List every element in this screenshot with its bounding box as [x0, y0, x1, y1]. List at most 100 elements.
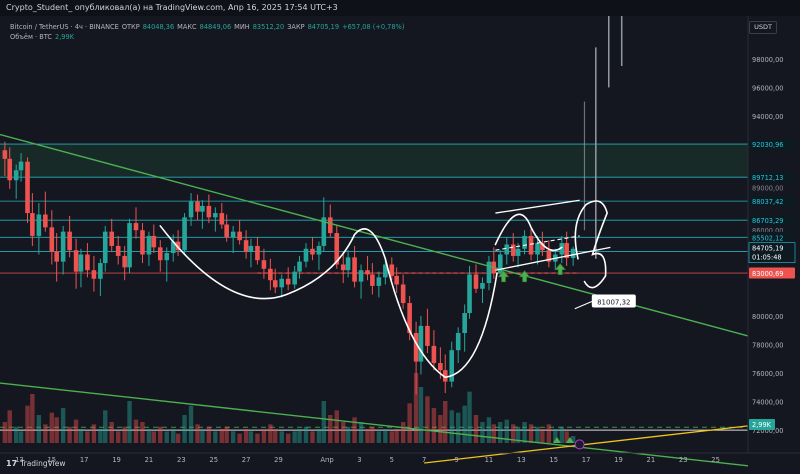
ohlc-line: Bitcoin / TetherUS · 4ч · BINANCE ОТКР 84… — [10, 22, 404, 32]
volume-bar — [255, 433, 260, 443]
candle-body — [272, 280, 278, 288]
volume-bar — [158, 426, 163, 443]
volume-bar — [316, 429, 322, 443]
projection-drawing — [574, 200, 608, 289]
candle-body — [200, 205, 205, 212]
time-tick-label: 5 — [390, 456, 394, 464]
candle-body — [400, 284, 406, 304]
candle-body — [43, 214, 48, 228]
volume-bar — [546, 424, 552, 443]
volume-bar — [559, 426, 565, 443]
volume-bar — [60, 408, 66, 443]
volume-bar — [540, 429, 545, 443]
price-tick-label: 80000,00 — [752, 313, 783, 321]
volume-bar — [54, 417, 59, 443]
candle-body — [370, 274, 375, 286]
lightning-icon — [574, 439, 585, 450]
price-chart[interactable]: 81007,32 72000,00 74000,00 76000,00 78000,00… — [0, 16, 800, 474]
volume-badge: 2,99K — [752, 421, 772, 429]
volume-bar — [67, 426, 72, 443]
volume-line: Объём · BTC 2,99K — [10, 32, 404, 42]
volume-bar — [115, 431, 121, 443]
currency-button[interactable]: USDT — [749, 21, 777, 34]
volume-bar — [455, 412, 461, 443]
chart-area[interactable]: 81007,32 72000,00 74000,00 76000,00 78000,00… — [0, 16, 800, 474]
candle-body — [195, 201, 200, 212]
open-label: ОТКР — [121, 23, 140, 31]
volume-bar — [213, 431, 218, 443]
yellow-trendline — [424, 425, 749, 464]
volume-bar — [285, 433, 291, 443]
publish-header: Crypto_Student_ опубликовал(а) на Tradin… — [0, 0, 800, 16]
time-tick-label: Апр — [320, 456, 333, 464]
publish-line: Crypto_Student_ опубликовал(а) на Tradin… — [6, 3, 338, 12]
candle-body — [91, 270, 97, 279]
level-tag-3-bg — [749, 214, 795, 226]
candle-body — [188, 201, 194, 218]
volume-bar — [498, 422, 503, 443]
volume-bar — [13, 426, 19, 443]
candle-body — [67, 231, 72, 251]
flag-lower-line — [495, 246, 611, 271]
annotation-box — [591, 294, 636, 308]
level-tag-2: 88037,42 — [752, 198, 783, 206]
supply-zone — [0, 144, 748, 178]
up-arrow-icon — [518, 270, 531, 283]
candle-body — [407, 303, 412, 334]
volume-bar — [425, 396, 430, 443]
time-tick-label: 11 — [485, 456, 494, 464]
volume-bar — [18, 431, 24, 443]
candle-body — [559, 243, 565, 255]
volume-bar — [237, 433, 242, 443]
up-arrow-icon — [497, 270, 510, 283]
handle-drawing — [494, 213, 563, 252]
candle-body — [146, 235, 152, 255]
volume-bar — [535, 426, 540, 443]
volume-bar — [224, 426, 229, 443]
volume-bar — [127, 401, 132, 443]
volume-bar — [30, 394, 35, 443]
volume-bar — [413, 373, 419, 443]
candle-body — [358, 270, 364, 282]
volume-bar — [2, 422, 8, 443]
volume-bar — [345, 426, 351, 443]
volume-bar — [103, 410, 108, 443]
candle-body — [467, 274, 472, 314]
candle-body — [237, 231, 242, 241]
volume-bar — [273, 429, 278, 443]
candle-body — [334, 233, 340, 265]
current-price-label: 84705,19 — [752, 245, 783, 253]
volume-bar — [140, 422, 145, 443]
level-tag-1-bg — [749, 171, 795, 183]
time-tick-label: 29 — [274, 456, 283, 464]
time-tick-label: 19 — [112, 456, 121, 464]
candle-body — [540, 243, 545, 251]
volume-bar — [310, 431, 315, 443]
level-tag-0: 92030,96 — [752, 141, 783, 149]
low-value: 83512,20 — [252, 23, 285, 31]
candle-body — [376, 277, 382, 286]
lower-trendline — [0, 382, 749, 467]
candle-body — [515, 248, 521, 256]
candle-body — [327, 217, 333, 234]
volume-bar — [188, 405, 194, 443]
volume-bar — [248, 431, 254, 443]
candle-body — [164, 253, 170, 261]
volume-bar — [418, 387, 424, 443]
volume-bar — [564, 431, 569, 443]
volume-value: 2,99K — [55, 33, 75, 41]
level-tag-1: 89712,13 — [752, 174, 783, 182]
volume-bar — [328, 415, 333, 443]
flag-mid-line — [495, 235, 580, 251]
volume-bar — [182, 415, 187, 443]
current-price-tag — [748, 242, 796, 264]
candle-body — [570, 248, 576, 259]
chart-legend: Bitcoin / TetherUS · 4ч · BINANCE ОТКР 84… — [10, 22, 404, 42]
volume-bar — [334, 410, 339, 443]
level-tag-2-bg — [749, 195, 795, 207]
volume-bar — [25, 405, 30, 443]
volume-bar — [146, 429, 152, 443]
candle-body — [115, 245, 121, 256]
volume-bar — [462, 405, 467, 443]
volume-bar — [365, 429, 370, 443]
